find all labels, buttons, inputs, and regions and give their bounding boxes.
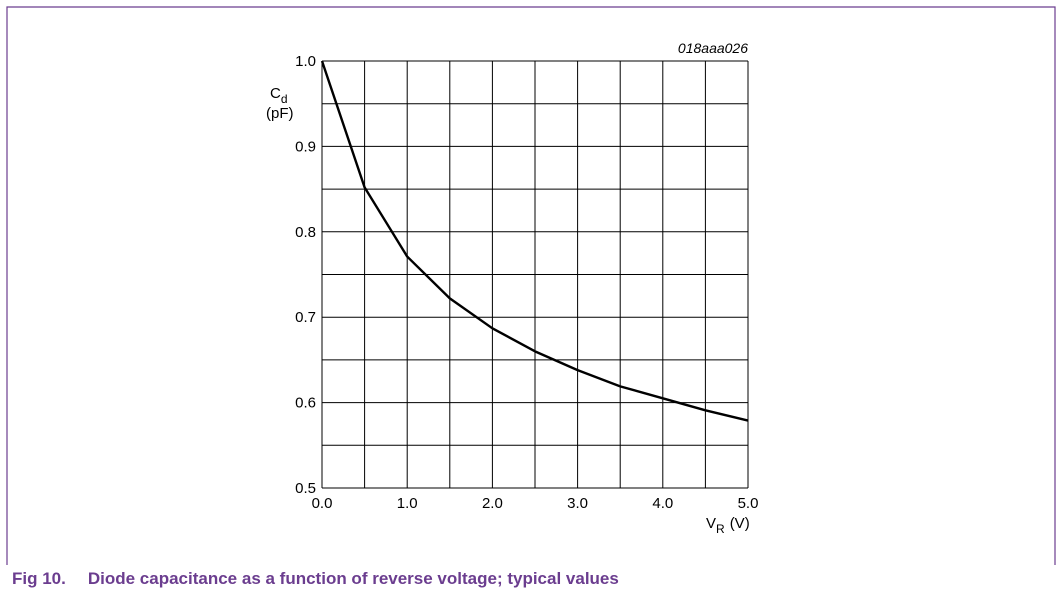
- x-axis-label: VR (V): [706, 515, 750, 536]
- figure-frame: [6, 6, 1056, 565]
- x-tick-label: 5.0: [738, 495, 759, 512]
- x-tick-label: 1.0: [397, 495, 418, 512]
- y-tick-label: 0.9: [295, 138, 316, 155]
- x-tick-label: 2.0: [482, 495, 503, 512]
- caption-text: Diode capacitance as a function of rever…: [88, 569, 619, 588]
- x-tick-label: 4.0: [652, 495, 673, 512]
- x-symbol: V: [706, 515, 716, 532]
- y-tick-label: 0.5: [295, 480, 316, 497]
- y-tick-label: 0.6: [295, 395, 316, 412]
- x-subscript: R: [716, 522, 725, 536]
- y-tick-label: 1.0: [295, 53, 316, 70]
- y-tick-label: 0.7: [295, 309, 316, 326]
- x-unit: (V): [730, 515, 750, 532]
- y-tick-label: 0.8: [295, 224, 316, 241]
- y-subscript: d: [281, 92, 288, 106]
- y-axis-label: Cd: [270, 85, 288, 106]
- x-tick-label: 0.0: [312, 495, 333, 512]
- figure-code: 018aaa026: [678, 40, 748, 56]
- x-tick-label: 3.0: [567, 495, 588, 512]
- y-axis-unit: (pF): [266, 105, 294, 122]
- data-line: [320, 60, 749, 422]
- y-symbol: C: [270, 85, 281, 102]
- caption-number: Fig 10.: [12, 569, 66, 588]
- caption: Fig 10. Diode capacitance as a function o…: [12, 569, 619, 588]
